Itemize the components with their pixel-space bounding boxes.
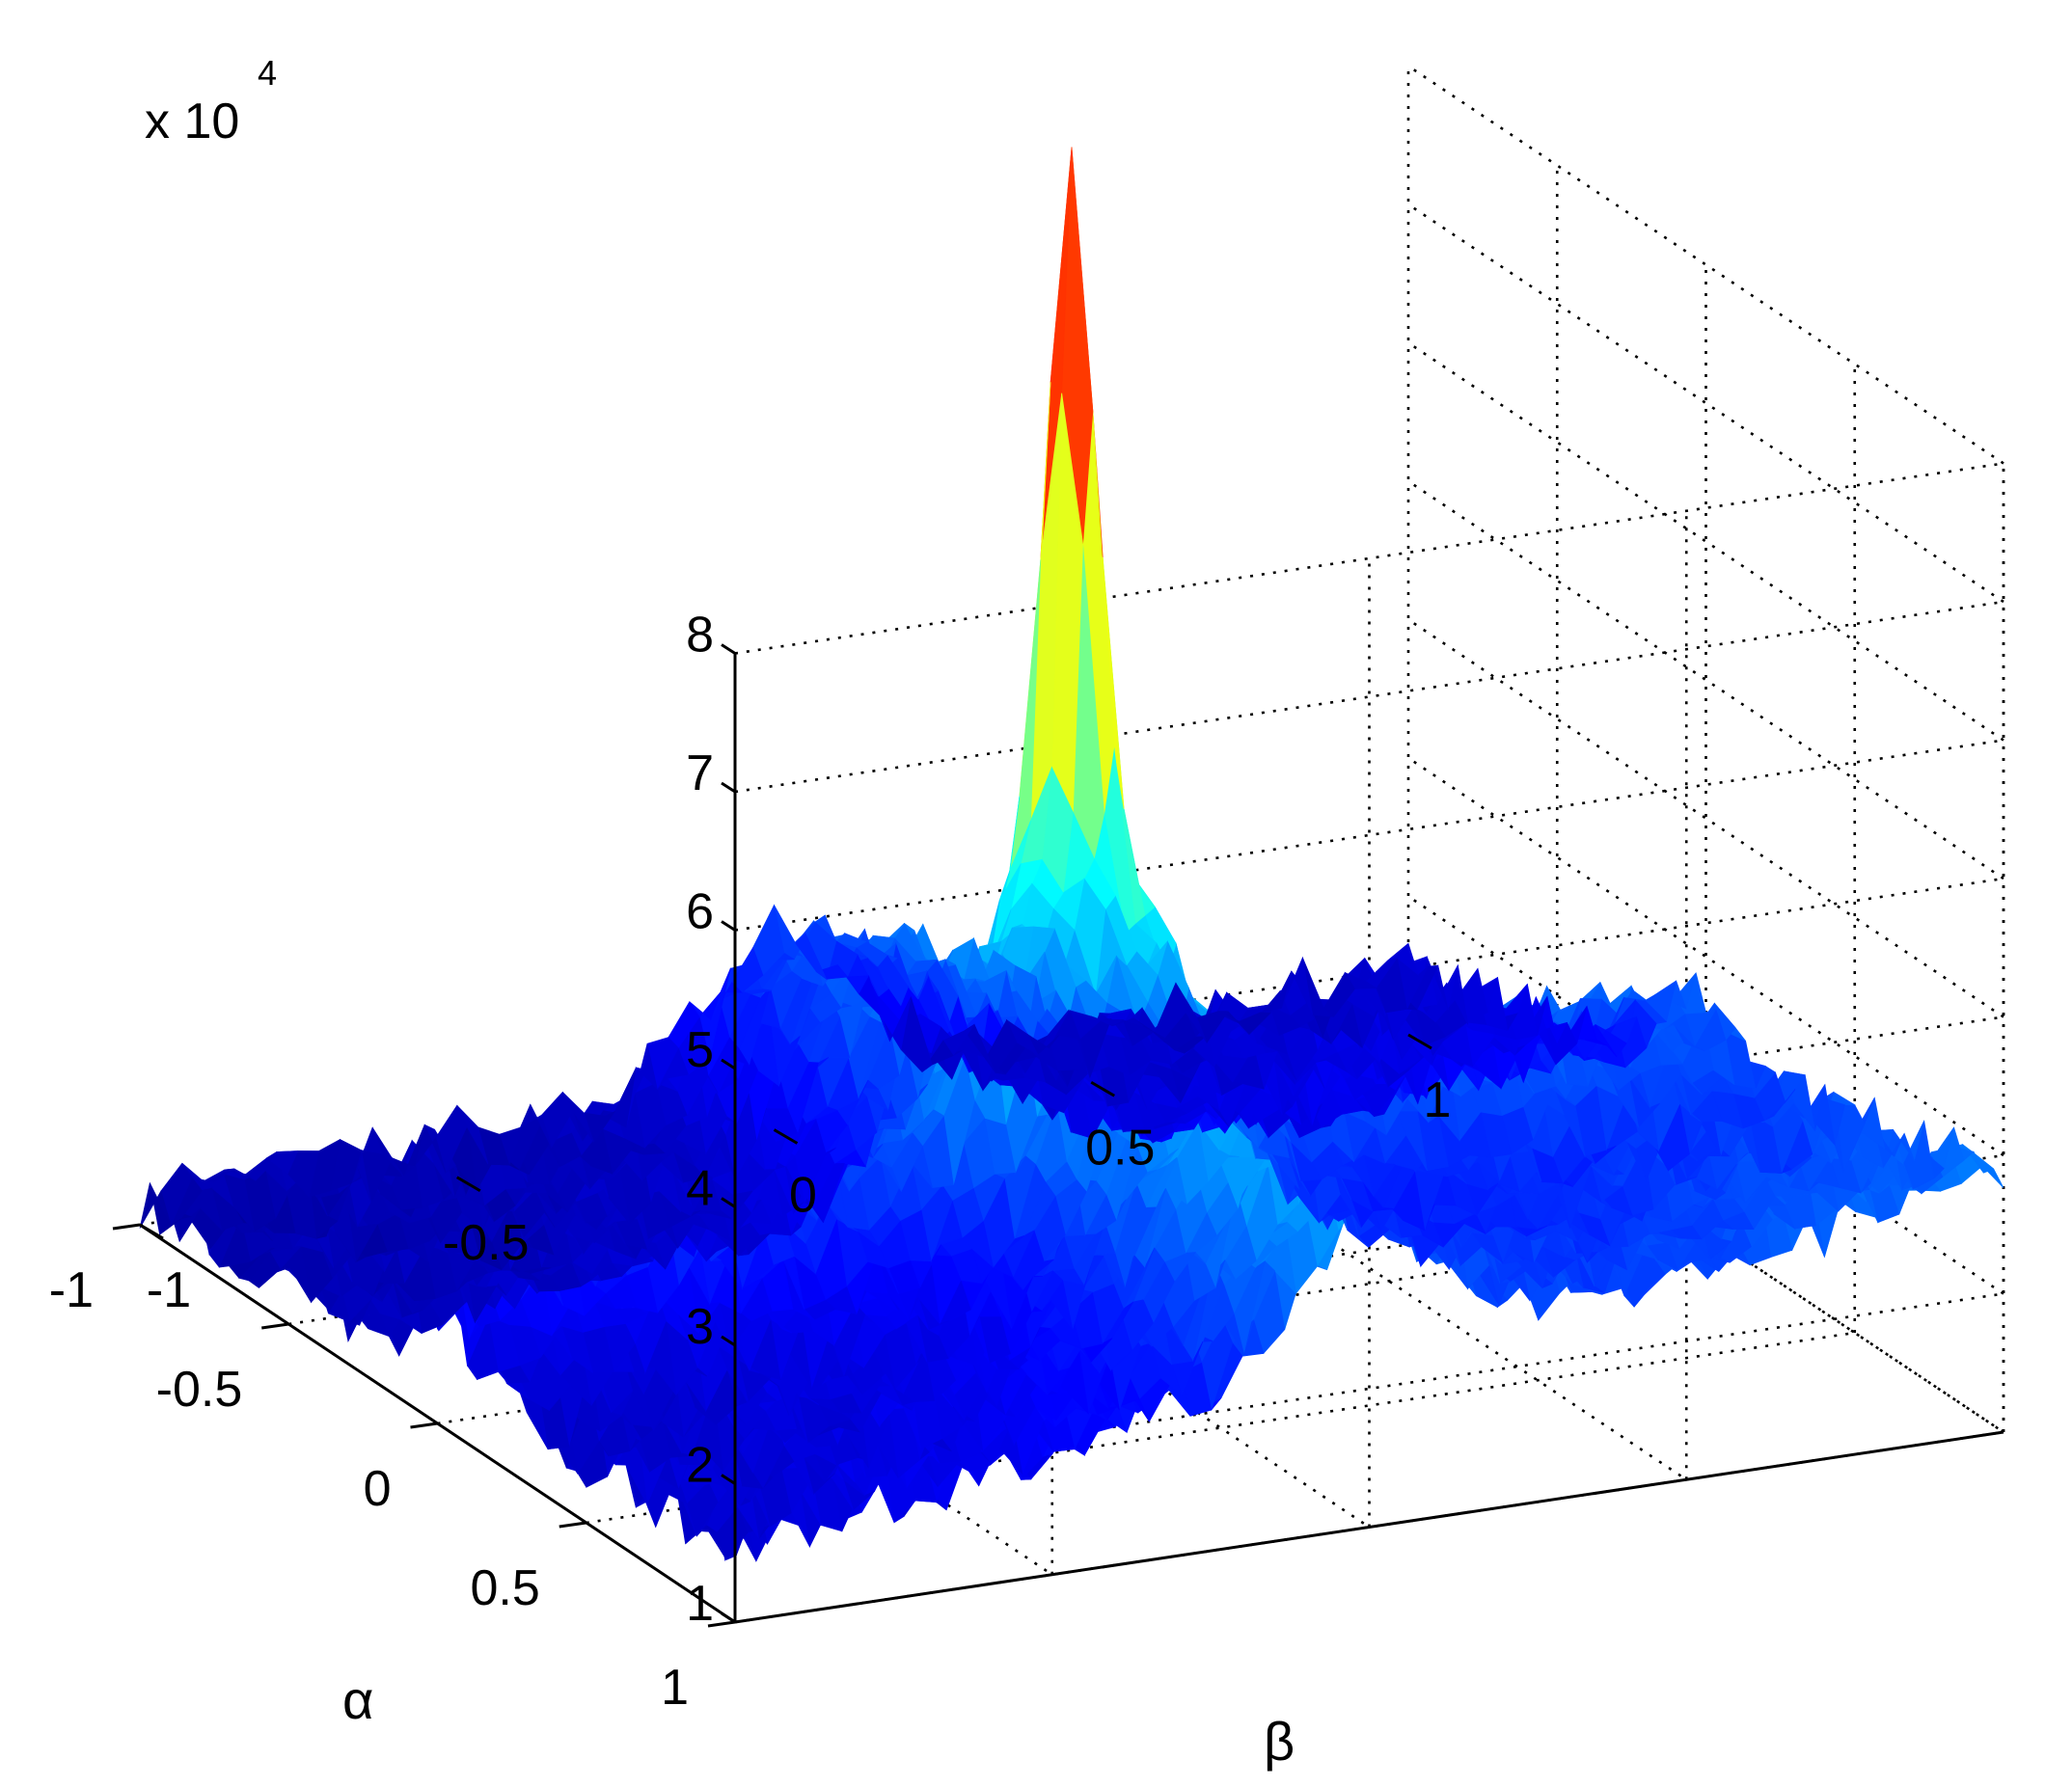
beta-tick-mark <box>1090 1080 1116 1097</box>
axes-layer <box>112 643 2004 1628</box>
z-tick-label: 4 <box>686 1161 714 1217</box>
grid-line <box>734 462 2004 655</box>
z-tick-label: 3 <box>686 1299 714 1355</box>
grid-line <box>1407 341 2004 742</box>
beta-tick-label: 0.5 <box>1085 1120 1155 1176</box>
alpha-tick-label: -0.5 <box>156 1362 243 1418</box>
alpha-tick-label: -1 <box>49 1262 94 1318</box>
z-tick-mark <box>721 1335 736 1347</box>
beta-tick-mark <box>1407 1033 1432 1050</box>
z-multiplier-label: x 10 <box>145 94 239 149</box>
surface-plot <box>139 147 2004 1562</box>
beta-tick-mark <box>773 1128 799 1145</box>
z-tick-label: 6 <box>686 884 714 940</box>
z-tick-mark <box>721 1058 736 1070</box>
beta-tick-label: -0.5 <box>443 1215 530 1271</box>
beta-tick-label: -1 <box>147 1262 191 1318</box>
surface-patch <box>139 1181 172 1229</box>
alpha-tick-mark <box>112 1223 141 1231</box>
alpha-tick-label: 0.5 <box>470 1560 539 1616</box>
grid-line <box>1407 203 2004 604</box>
beta-axis-label: β <box>1264 1711 1295 1772</box>
z-tick-mark <box>721 1197 736 1208</box>
alpha-tick-label: 1 <box>661 1660 689 1716</box>
z-tick-label: 1 <box>686 1576 714 1632</box>
z-tick-label: 8 <box>686 608 714 663</box>
alpha-tick-mark <box>410 1421 438 1429</box>
grid-line <box>1407 618 2004 1018</box>
z-tick-label: 7 <box>686 745 714 801</box>
grid-line <box>1407 65 2004 465</box>
alpha-tick-mark <box>261 1322 289 1330</box>
beta-axis-line <box>734 1430 2004 1624</box>
z-tick-label: 2 <box>686 1438 714 1494</box>
z-tick-mark <box>721 920 736 932</box>
z-tick-mark <box>721 1611 736 1624</box>
z-tick-label: 5 <box>686 1022 714 1078</box>
beta-tick-label: 1 <box>1424 1072 1452 1128</box>
z-tick-mark <box>721 781 736 794</box>
beta-tick-label: 0 <box>789 1168 817 1224</box>
z-multiplier-exponent: 4 <box>258 53 277 93</box>
alpha-tick-mark <box>707 1620 736 1628</box>
beta-tick-mark <box>139 1223 164 1240</box>
alpha-axis-label: α <box>342 1669 373 1730</box>
grid-line <box>1407 479 2004 880</box>
beta-tick-mark <box>455 1176 481 1193</box>
z-tick-mark <box>721 1474 736 1485</box>
alpha-tick-label: 0 <box>364 1461 392 1517</box>
z-tick-mark <box>721 643 736 655</box>
alpha-tick-mark <box>559 1521 586 1529</box>
